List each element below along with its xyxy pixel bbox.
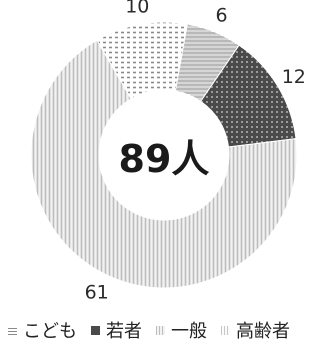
legend-swatch-wakamono (91, 325, 100, 335)
slice-label-kodomo: 10 (125, 0, 149, 17)
slice-label-ippan: 12 (282, 66, 306, 88)
legend-item-koreisha: 高齢者 (221, 317, 290, 343)
slice-labels: 10 6 12 61 (85, 0, 306, 303)
slice-label-koreisha: 61 (85, 281, 109, 303)
legend-swatch-kodomo (8, 325, 17, 335)
center-total-label: 89人 (119, 137, 210, 181)
slice-label-wakamono: 6 (216, 4, 228, 26)
slice-koreisha (30, 39, 298, 289)
legend-item-wakamono: 若者 (91, 317, 142, 343)
legend-swatch-ippan (156, 325, 165, 335)
legend-item-kodomo: こども (8, 317, 77, 343)
donut-slices (30, 21, 298, 289)
legend: こども 若者 一般 高齢者 (0, 318, 330, 342)
legend-label-ippan: 一般 (171, 321, 207, 342)
legend-label-kodomo: こども (23, 321, 77, 342)
legend-label-wakamono: 若者 (106, 321, 142, 342)
legend-item-ippan: 一般 (156, 317, 207, 343)
legend-label-koreisha: 高齢者 (236, 321, 290, 342)
legend-swatch-koreisha (221, 325, 230, 335)
